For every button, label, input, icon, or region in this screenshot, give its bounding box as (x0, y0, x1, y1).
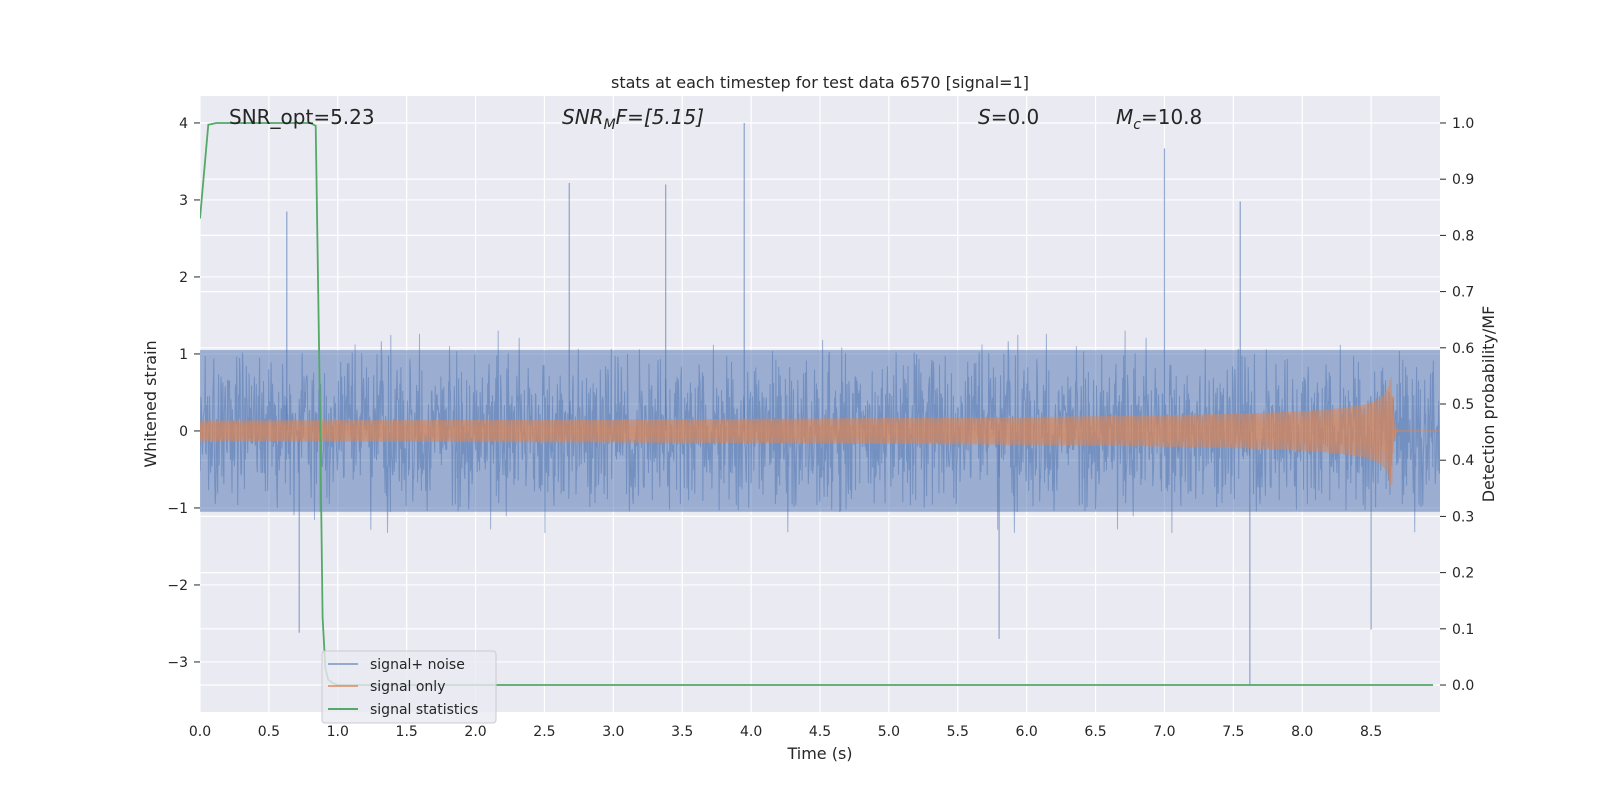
x-tick-label: 8.0 (1291, 724, 1313, 740)
y-axis-label: Whitened strain (141, 340, 160, 467)
y2-axis-ticks: 0.0 0.1 0.2 0.3 0.4 0.5 0.6 0.7 0.8 0.9 1.0 (1440, 116, 1474, 694)
y-tick-label: −3 (167, 655, 188, 671)
y2-tick-label: 0.9 (1452, 172, 1474, 188)
legend-label-signal-noise: signal+ noise (370, 657, 465, 673)
x-tick-label: 0.5 (258, 724, 280, 740)
mc-annotation: Mc=10.8 (1116, 105, 1202, 133)
legend: signal+ noise signal only signal statist… (321, 650, 497, 724)
x-tick-label: 1.0 (327, 724, 349, 740)
snr-mf-annotation: SNRMF=[5.15] (562, 105, 704, 133)
y-tick-label: 4 (179, 116, 188, 132)
x-tick-label: 6.5 (1084, 724, 1106, 740)
x-tick-label: 8.5 (1360, 724, 1382, 740)
x-axis-label: Time (s) (786, 744, 852, 763)
y2-tick-label: 0.2 (1452, 566, 1474, 582)
y2-tick-label: 0.1 (1452, 622, 1474, 638)
x-tick-label: 3.0 (602, 724, 624, 740)
s-annotation: S=0.0 (978, 105, 1039, 129)
legend-label-signal-statistics: signal statistics (370, 702, 478, 718)
x-tick-label: 4.5 (809, 724, 831, 740)
y2-tick-label: 0.6 (1452, 341, 1474, 357)
legend-label-signal-only: signal only (370, 679, 445, 695)
x-tick-label: 0.0 (189, 724, 211, 740)
y2-tick-label: 0.5 (1452, 397, 1474, 413)
y-tick-label: 0 (179, 424, 188, 440)
y-tick-label: −2 (167, 578, 188, 594)
x-tick-label: 5.5 (947, 724, 969, 740)
x-tick-label: 3.5 (671, 724, 693, 740)
y-tick-label: 1 (179, 347, 188, 363)
chart-title: stats at each timestep for test data 657… (611, 73, 1029, 92)
x-tick-label: 7.0 (1153, 724, 1175, 740)
y2-tick-label: 0.3 (1452, 509, 1474, 525)
y-tick-label: 3 (179, 193, 188, 209)
x-tick-label: 1.5 (396, 724, 418, 740)
x-tick-label: 2.0 (464, 724, 486, 740)
y-axis-ticks: −3 −2 −1 0 1 2 3 4 (167, 116, 200, 671)
series-signal-only (200, 377, 1440, 485)
legend-box (321, 650, 497, 724)
y2-tick-label: 0.8 (1452, 228, 1474, 244)
x-axis-ticks: 0.0 0.5 1.0 1.5 2.0 2.5 3.0 3.5 4.0 4.5 5.0 5.5 6.0 6… (189, 724, 1382, 740)
y2-tick-label: 1.0 (1452, 116, 1474, 132)
x-tick-label: 5.0 (878, 724, 900, 740)
y2-tick-label: 0.7 (1452, 285, 1474, 301)
x-tick-label: 4.0 (740, 724, 762, 740)
y2-tick-label: 0.0 (1452, 678, 1474, 694)
x-tick-label: 6.0 (1016, 724, 1038, 740)
y2-axis-label: Detection probability/MF (1479, 306, 1498, 503)
y-tick-label: −1 (167, 501, 188, 517)
x-tick-label: 2.5 (533, 724, 555, 740)
y2-tick-label: 0.4 (1452, 453, 1474, 469)
y-tick-label: 2 (179, 270, 188, 286)
chirp-trace (200, 377, 1440, 485)
snr-opt-annotation: SNR_opt=5.23 (229, 105, 375, 129)
x-tick-label: 7.5 (1222, 724, 1244, 740)
